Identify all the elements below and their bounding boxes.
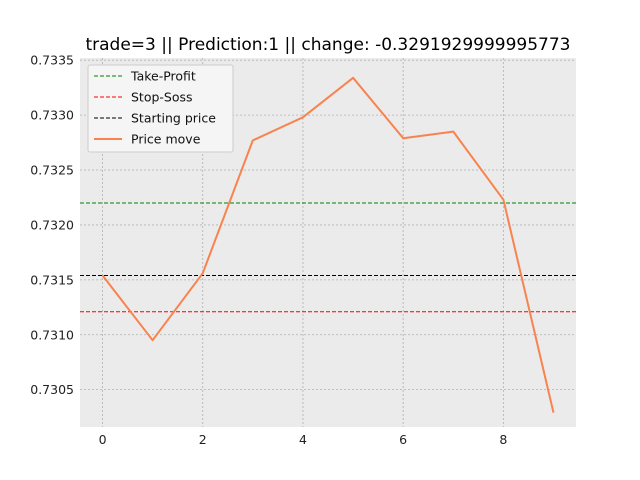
y-tick-label: 0.7330 — [30, 108, 74, 123]
reference-lines — [80, 202, 576, 313]
y-tick-label: 0.7305 — [30, 382, 74, 397]
x-tick-label: 2 — [199, 432, 207, 447]
y-tick-label: 0.7320 — [30, 217, 74, 232]
chart-title: trade=3 || Prediction:1 || change: -0.32… — [85, 35, 570, 55]
axis-tick-labels: 0 2 4 6 8 0.7305 0.7310 0.7315 0.7320 0.7325 0.733… — [30, 53, 507, 447]
legend-label: Starting price — [131, 111, 216, 126]
x-tick-label: 4 — [299, 432, 307, 447]
y-tick-label: 0.7335 — [30, 53, 74, 68]
y-tick-label: 0.7315 — [30, 272, 74, 287]
series-lines — [101, 76, 555, 413]
legend: Take-Profit Stop-Soss Starting price Price … — [87, 64, 234, 153]
legend-label: Price move — [131, 132, 201, 147]
grid-lines — [80, 58, 576, 427]
y-tick-label: 0.7310 — [30, 327, 74, 342]
price-move-line — [101, 76, 555, 413]
legend-box — [87, 64, 234, 153]
legend-label: Take-Profit — [130, 69, 196, 84]
x-tick-label: 0 — [99, 432, 107, 447]
y-tick-label: 0.7325 — [30, 163, 74, 178]
x-tick-label: 8 — [499, 432, 507, 447]
legend-label: Stop-Soss — [131, 90, 193, 105]
x-tick-label: 6 — [399, 432, 407, 447]
